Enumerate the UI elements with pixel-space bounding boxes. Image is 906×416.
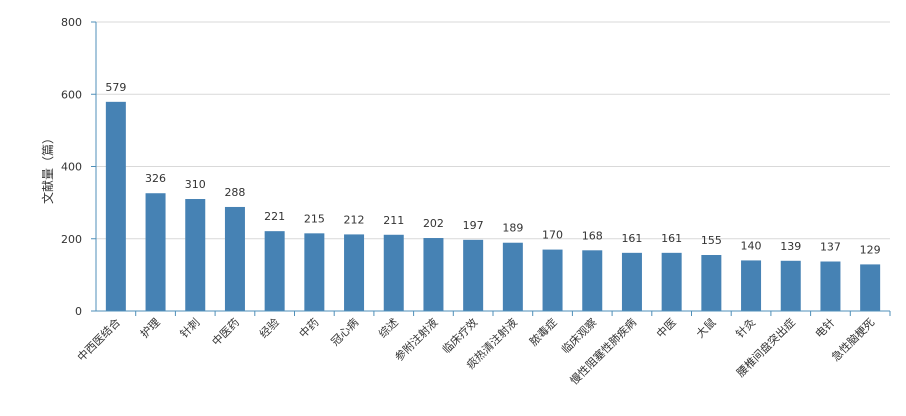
bar [860,264,881,311]
bar-value-label: 137 [820,241,841,254]
bar [423,238,444,311]
bar-value-label: 155 [701,234,722,247]
bar-value-label: 202 [423,217,444,230]
axes [91,21,891,316]
x-category-label: 中西医结合 [74,315,123,364]
bar [542,249,563,311]
bar [621,252,642,311]
y-tick-label: 0 [75,305,82,318]
gridlines [96,21,890,240]
bar-value-label: 288 [224,186,245,199]
bar-value-label: 215 [304,212,325,225]
bar-value-label: 161 [621,232,642,245]
bar-value-label: 189 [502,222,523,235]
bar [264,231,285,311]
bar-value-label: 139 [780,240,801,253]
x-category-label: 经验 [256,315,281,340]
bar-value-label: 212 [344,213,365,226]
bar [780,260,801,311]
bar-value-label: 326 [145,172,166,185]
bar [224,206,245,311]
bar [701,255,722,311]
bar [582,250,603,311]
bar [741,260,762,311]
x-category-label: 参附注射液 [392,315,441,364]
bars [105,101,881,312]
x-category-label: 急性脑梗死 [828,315,877,364]
y-tick-label: 600 [61,88,82,101]
x-category-label: 针灸 [733,315,758,340]
bar-value-label: 168 [582,229,603,242]
bar [344,234,365,311]
x-category-label: 电针 [812,315,837,340]
x-category-label: 中药 [297,316,322,341]
bar-value-label: 310 [185,178,206,191]
bar [105,101,126,312]
bar-value-label: 170 [542,229,563,242]
x-category-label: 护理 [137,315,162,340]
x-category-label: 临床观察 [558,315,599,356]
x-category-label: 慢性阻塞性肺疾病 [567,315,639,387]
x-category-label: 中医药 [210,316,243,349]
bar-value-label: 211 [383,214,404,227]
bar [185,199,206,311]
bar [145,193,166,311]
bar [661,252,682,311]
y-tick-label: 800 [61,16,82,29]
x-category-label: 冠心病 [328,315,361,348]
bar-value-label: 140 [741,239,762,252]
bar [820,261,841,311]
x-category-label: 临床疗效 [439,315,480,356]
y-tick-label: 400 [61,161,82,174]
bar-value-label: 197 [463,219,484,232]
bar [463,239,484,311]
labels: 0 200 400 600 800 579 中西医结合 326 护理 310 针刺 288 中医药 221… [61,16,881,387]
bar-value-label: 221 [264,210,285,223]
x-category-label: 大鼠 [693,315,718,340]
x-category-label: 脓毒症 [526,315,559,348]
bar-value-label: 129 [860,243,881,256]
y-tick-label: 200 [61,233,82,246]
bar [502,242,523,311]
bar-value-label: 161 [661,232,682,245]
x-category-label: 综述 [375,315,400,340]
x-category-label: 针刺 [177,315,202,340]
x-category-label: 中医 [654,316,679,341]
bar-value-label: 579 [105,81,126,94]
y-axis-label: 文献量（篇） [40,132,55,204]
bar [304,233,325,311]
bar [383,234,404,311]
